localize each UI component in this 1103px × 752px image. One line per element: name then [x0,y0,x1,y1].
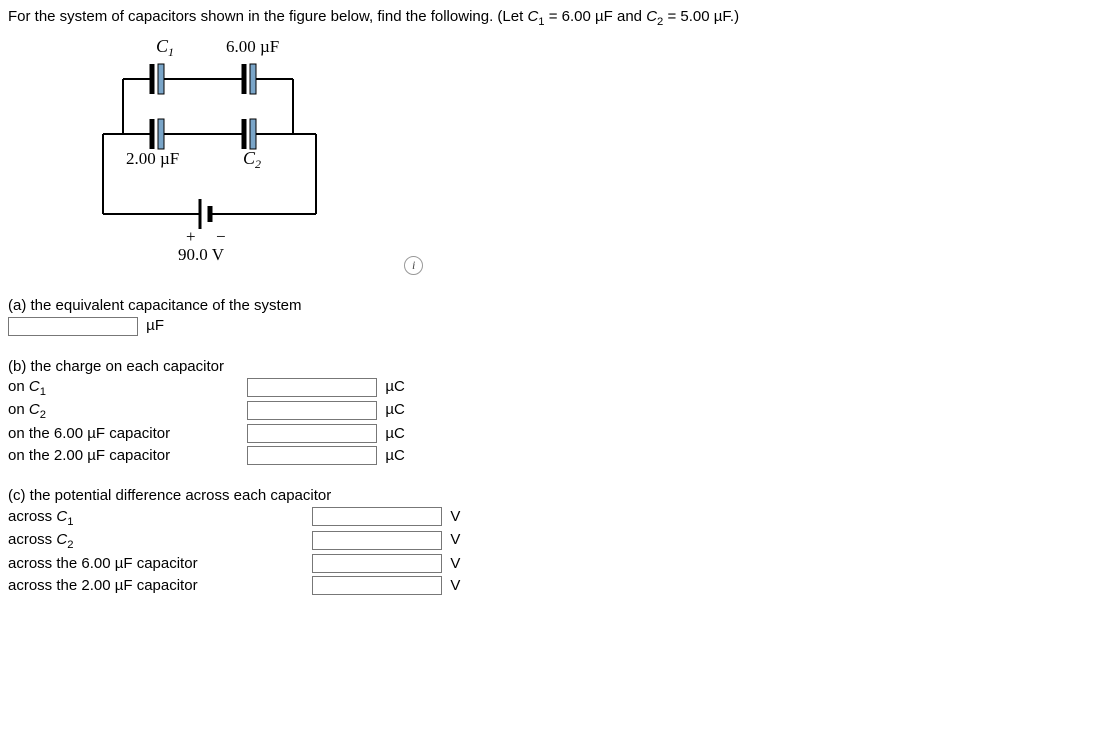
part-b: (b) the charge on each capacitor on C1 µ… [8,358,1095,466]
label-6uf: 6.00 µF [226,37,279,56]
part-c-row-2-input[interactable] [312,554,442,573]
eq1: = 6.00 µF and [549,8,646,25]
part-c-row-2-label: across the 6.00 µF capacitor [8,555,308,572]
part-b-row-1-label: on C2 [8,401,243,421]
battery-plus: + [186,227,196,246]
c1-symbol: C [527,8,538,25]
part-a-heading: (a) the equivalent capacitance of the sy… [8,297,1095,314]
battery-minus: − [216,227,226,246]
part-c-row-1-unit: V [450,531,460,548]
part-c-row-0-label: across C1 [8,508,308,528]
part-c-row-3-label: across the 2.00 µF capacitor [8,577,308,594]
part-a-unit: µF [146,317,164,334]
part-c-row-3-unit: V [450,577,460,594]
part-c-row-2-unit: V [450,555,460,572]
part-b-row-0-input[interactable] [247,378,377,397]
part-b-row-3-unit: µC [385,447,404,464]
part-b-row-0-unit: µC [385,378,404,395]
label-c1: C1 [156,36,174,59]
part-c-row-1-input[interactable] [312,531,442,550]
part-c-row-3-input[interactable] [312,576,442,595]
part-b-row-1-unit: µC [385,401,404,418]
part-c-row-0-input[interactable] [312,507,442,526]
part-a-input[interactable] [8,317,138,336]
eq2: = 5.00 µF.) [667,8,739,25]
part-b-row-0-label: on C1 [8,378,243,398]
part-b-row-1-input[interactable] [247,401,377,420]
part-b-heading: (b) the charge on each capacitor [8,358,1095,375]
c1-sub: 1 [538,16,544,28]
part-b-row-2-unit: µC [385,425,404,442]
battery-voltage: 90.0 V [178,245,225,264]
part-c: (c) the potential difference across each… [8,487,1095,595]
question-text: For the system of capacitors shown in th… [8,8,1095,28]
c2-sub: 2 [657,16,663,28]
part-c-row-1-label: across C2 [8,531,308,551]
part-b-row-2-label: on the 6.00 µF capacitor [8,425,243,442]
circuit-figure: C1 6.00 µF 2.00 µF C2 [48,34,1095,275]
part-b-row-3-input[interactable] [247,446,377,465]
c2-symbol: C [646,8,657,25]
part-c-heading: (c) the potential difference across each… [8,487,1095,504]
label-2uf: 2.00 µF [126,149,179,168]
part-a: (a) the equivalent capacitance of the sy… [8,297,1095,336]
circuit-svg: C1 6.00 µF 2.00 µF C2 [48,34,388,269]
label-c2: C2 [243,148,261,171]
part-b-row-3-label: on the 2.00 µF capacitor [8,447,243,464]
part-b-row-2-input[interactable] [247,424,377,443]
info-icon[interactable]: i [404,256,423,275]
question-intro: For the system of capacitors shown in th… [8,8,527,25]
part-c-row-0-unit: V [450,508,460,525]
